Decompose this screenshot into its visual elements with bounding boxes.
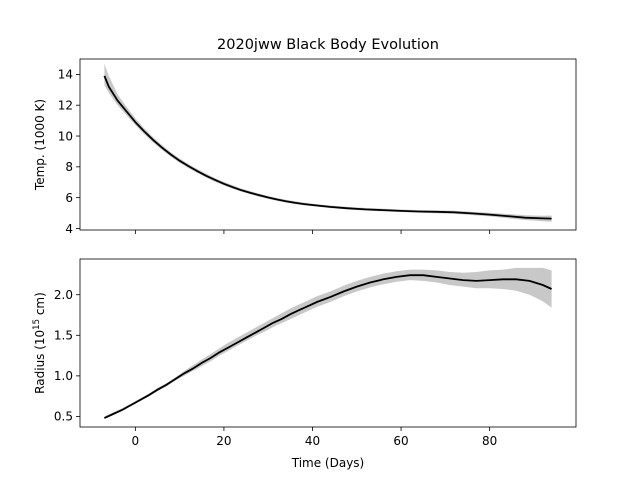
temperature-y-tick-label: 4 <box>65 222 73 236</box>
radius-x-tick-label: 20 <box>216 434 231 448</box>
radius-y-label-end: cm) <box>33 292 47 319</box>
temperature-y-ticks: 4 6 8 10 12 14 <box>58 68 80 236</box>
radius-y-label-main: Radius (10 <box>33 330 47 394</box>
radius-line <box>104 274 552 419</box>
temperature-x-ticks <box>134 230 491 234</box>
radius-x-tick-label: 0 <box>132 434 140 448</box>
radius-y-tick-label: 0.5 <box>54 410 73 424</box>
temperature-panel: 4 6 8 10 12 14 Temp. (1000 K) <box>33 58 577 236</box>
radius-axes-frame <box>79 258 577 428</box>
temperature-y-tick-label: 12 <box>58 99 73 113</box>
radius-x-tick-label: 80 <box>482 434 497 448</box>
temperature-axes-frame <box>79 58 577 231</box>
radius-x-tick-label: 60 <box>393 434 408 448</box>
radius-x-ticks: 0 20 40 60 80 <box>132 427 497 448</box>
temperature-line <box>103 75 552 220</box>
radius-panel: 0.51.01.52.0 0 20 40 60 80 Radius (1015 cm) … <box>32 258 577 470</box>
radius-y-tick-label: 1.5 <box>54 329 73 343</box>
radius-x-tick-label: 40 <box>305 434 320 448</box>
temperature-uncertainty-band <box>104 63 552 222</box>
radius-y-axis-label: Radius (1015 cm) <box>32 292 47 394</box>
temperature-y-tick-label: 6 <box>65 191 73 205</box>
temperature-y-axis-label: Temp. (1000 K) <box>33 99 47 191</box>
radius-y-tick-label: 2.0 <box>54 288 73 302</box>
temperature-y-tick-label: 8 <box>65 160 73 174</box>
chart-title: 2020jww Black Body Evolution <box>217 37 439 53</box>
radius-y-ticks: 0.5 1.0 1.5 2.0 <box>54 288 80 424</box>
x-axis-label: Time (Days) <box>291 456 365 470</box>
radius-y-label-exponent: 15 <box>32 319 42 330</box>
temperature-y-tick-label: 14 <box>58 68 73 82</box>
temperature-y-tick-label: 10 <box>58 129 73 143</box>
radius-y-tick-label: 1.0 <box>54 369 73 383</box>
